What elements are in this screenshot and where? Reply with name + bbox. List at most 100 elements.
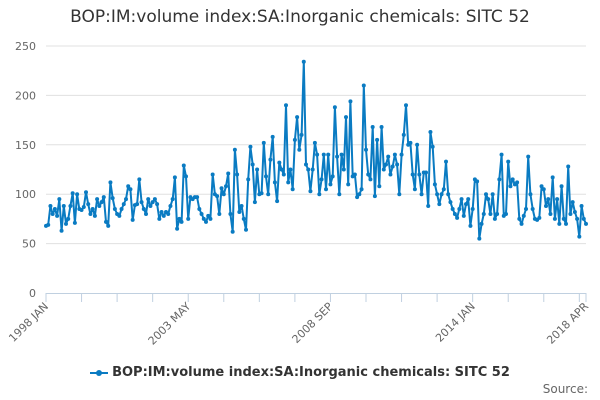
data-point — [468, 223, 473, 228]
data-point — [195, 195, 200, 200]
data-point — [108, 180, 113, 185]
data-point — [521, 213, 526, 218]
data-point — [215, 194, 220, 199]
data-point — [475, 179, 480, 184]
data-point — [352, 172, 357, 177]
data-point — [126, 184, 131, 189]
data-point — [515, 180, 520, 185]
x-tick-label: 1998 JAN — [6, 300, 51, 345]
data-point — [166, 211, 171, 216]
data-point — [177, 216, 182, 221]
data-point — [546, 197, 551, 202]
data-point — [441, 187, 446, 192]
data-point — [248, 144, 253, 149]
data-point — [266, 192, 271, 197]
x-tick-label: 2014 JAN — [433, 300, 478, 345]
data-point — [144, 211, 148, 216]
data-point — [121, 202, 126, 207]
legend-label: BOP:IM:volume index:SA:Inorganic chemica… — [112, 365, 510, 380]
data-point — [461, 213, 466, 218]
data-point — [326, 152, 331, 157]
data-point — [186, 216, 191, 221]
data-point — [275, 199, 280, 204]
data-point — [259, 191, 264, 196]
data-point — [279, 167, 284, 172]
data-point — [101, 195, 106, 200]
data-point — [568, 211, 573, 216]
data-point — [304, 162, 308, 167]
data-point — [66, 216, 71, 221]
data-point — [348, 99, 353, 104]
data-point — [544, 204, 548, 209]
data-point — [332, 105, 337, 110]
data-point — [235, 172, 240, 177]
data-point — [268, 157, 273, 162]
data-point — [312, 140, 317, 145]
data-point — [466, 197, 471, 202]
data-point — [517, 216, 522, 221]
data-point — [99, 200, 104, 205]
data-point — [552, 216, 557, 221]
data-point — [297, 147, 302, 152]
data-point — [281, 172, 286, 177]
data-point — [341, 167, 346, 172]
data-point — [299, 132, 304, 137]
data-point — [228, 211, 233, 216]
data-point — [226, 171, 231, 176]
data-point — [288, 167, 293, 172]
data-point — [104, 219, 108, 224]
data-point — [564, 221, 568, 226]
data-point — [410, 172, 415, 177]
data-point — [264, 174, 268, 179]
data-point — [370, 125, 375, 130]
data-point — [566, 164, 571, 169]
data-point — [381, 167, 386, 172]
data-point — [555, 197, 560, 202]
data-point — [526, 154, 531, 159]
data-point — [557, 221, 562, 226]
data-point — [437, 202, 442, 207]
data-points — [44, 59, 588, 241]
source-label: Source: — [542, 382, 588, 396]
data-point — [315, 152, 320, 157]
data-point — [344, 115, 348, 120]
data-point — [519, 221, 524, 226]
data-point — [530, 207, 535, 212]
data-point — [401, 132, 406, 137]
data-point — [548, 211, 553, 216]
data-point — [464, 202, 468, 207]
data-point — [484, 192, 488, 197]
data-point — [130, 217, 135, 222]
data-point — [119, 207, 124, 212]
data-point — [581, 216, 586, 221]
data-point — [152, 197, 157, 202]
data-point — [524, 207, 528, 212]
data-point — [155, 202, 160, 207]
legend-item[interactable]: BOP:IM:volume index:SA:Inorganic chemica… — [0, 365, 600, 380]
data-point — [366, 172, 371, 177]
data-point — [321, 152, 326, 157]
y-tick-label: 250 — [15, 40, 36, 53]
data-point — [199, 211, 204, 216]
data-point — [59, 228, 64, 233]
data-point — [424, 170, 428, 175]
data-point — [64, 221, 68, 226]
data-point — [286, 180, 291, 185]
data-point — [506, 159, 511, 164]
data-point — [148, 204, 153, 209]
data-point — [392, 152, 397, 157]
data-point — [172, 175, 177, 180]
data-point — [388, 172, 393, 177]
data-point — [72, 220, 77, 225]
data-point — [319, 177, 324, 182]
data-point — [539, 184, 544, 189]
data-point — [75, 192, 80, 197]
data-point — [95, 197, 100, 202]
data-point — [446, 192, 451, 197]
data-point — [221, 192, 226, 197]
data-point — [308, 189, 313, 194]
data-point — [439, 192, 444, 197]
data-point — [404, 103, 408, 108]
data-point — [452, 211, 457, 216]
data-point — [246, 177, 251, 182]
